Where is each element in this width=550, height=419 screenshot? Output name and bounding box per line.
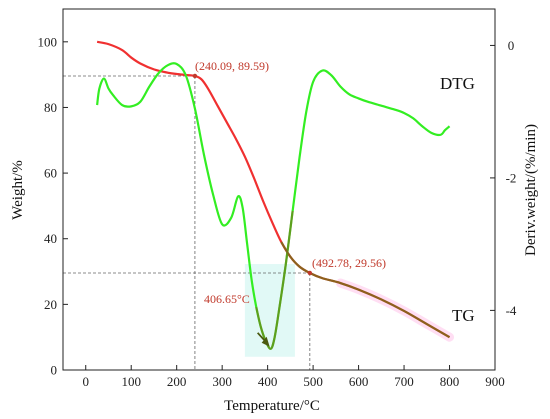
x-tick-label: 700 — [394, 374, 414, 389]
x-tick-label: 400 — [258, 374, 278, 389]
peak-arrow-head — [261, 336, 270, 347]
x-tick-label: 100 — [121, 374, 141, 389]
y-right-tick-label: 0 — [508, 38, 515, 53]
y-right-axis-label: Deriv.weight/(%/min) — [523, 124, 539, 256]
y-right-ticks: 0 -2 -4 — [490, 38, 517, 318]
y-left-tick-label: 40 — [44, 231, 57, 246]
annotation-point-2: (492.78, 29.56) — [312, 256, 386, 270]
y-left-ticks: 0 20 40 60 80 100 — [38, 34, 68, 378]
x-tick-label: 900 — [485, 374, 505, 389]
y-left-tick-label: 100 — [38, 34, 58, 49]
marker-point-1 — [192, 73, 198, 79]
highlight-layer — [244, 264, 455, 357]
tg-tail-highlight — [335, 278, 455, 342]
plot-frame — [62, 8, 496, 371]
x-tick-label: 600 — [349, 374, 369, 389]
marker-point-2 — [307, 270, 313, 276]
tg-dtg-overlap-line — [280, 241, 451, 339]
annotation-point-1: (240.09, 89.59) — [195, 59, 269, 73]
y-right-tick-label: -4 — [506, 303, 517, 318]
y-left-tick-label: 0 — [51, 363, 58, 378]
x-tick-label: 200 — [167, 374, 187, 389]
y-left-tick-label: 80 — [44, 100, 57, 115]
annotation-peak-temp: 406.65°C — [204, 292, 250, 306]
dtg-peak-highlight — [244, 264, 295, 357]
x-tick-label: 300 — [212, 374, 232, 389]
x-tick-label: 0 — [82, 374, 89, 389]
y-right-tick-label: -2 — [506, 170, 517, 185]
x-tick-label: 800 — [440, 374, 460, 389]
dtg-series-label: DTG — [440, 74, 475, 93]
guide-lines — [63, 75, 311, 370]
y-left-tick-label: 60 — [44, 166, 57, 181]
y-left-tick-label: 20 — [44, 297, 57, 312]
x-axis-label: Temperature/°C — [224, 398, 320, 414]
overlay-layer — [192, 73, 451, 350]
x-tick-label: 500 — [303, 374, 323, 389]
y-left-axis-label: Weight/% — [10, 160, 26, 220]
x-ticks: 0 100 200 300 400 500 600 700 800 900 — [82, 365, 505, 389]
dtg-peak-overlap-line — [255, 210, 294, 350]
tg-series-label: TG — [452, 306, 475, 325]
